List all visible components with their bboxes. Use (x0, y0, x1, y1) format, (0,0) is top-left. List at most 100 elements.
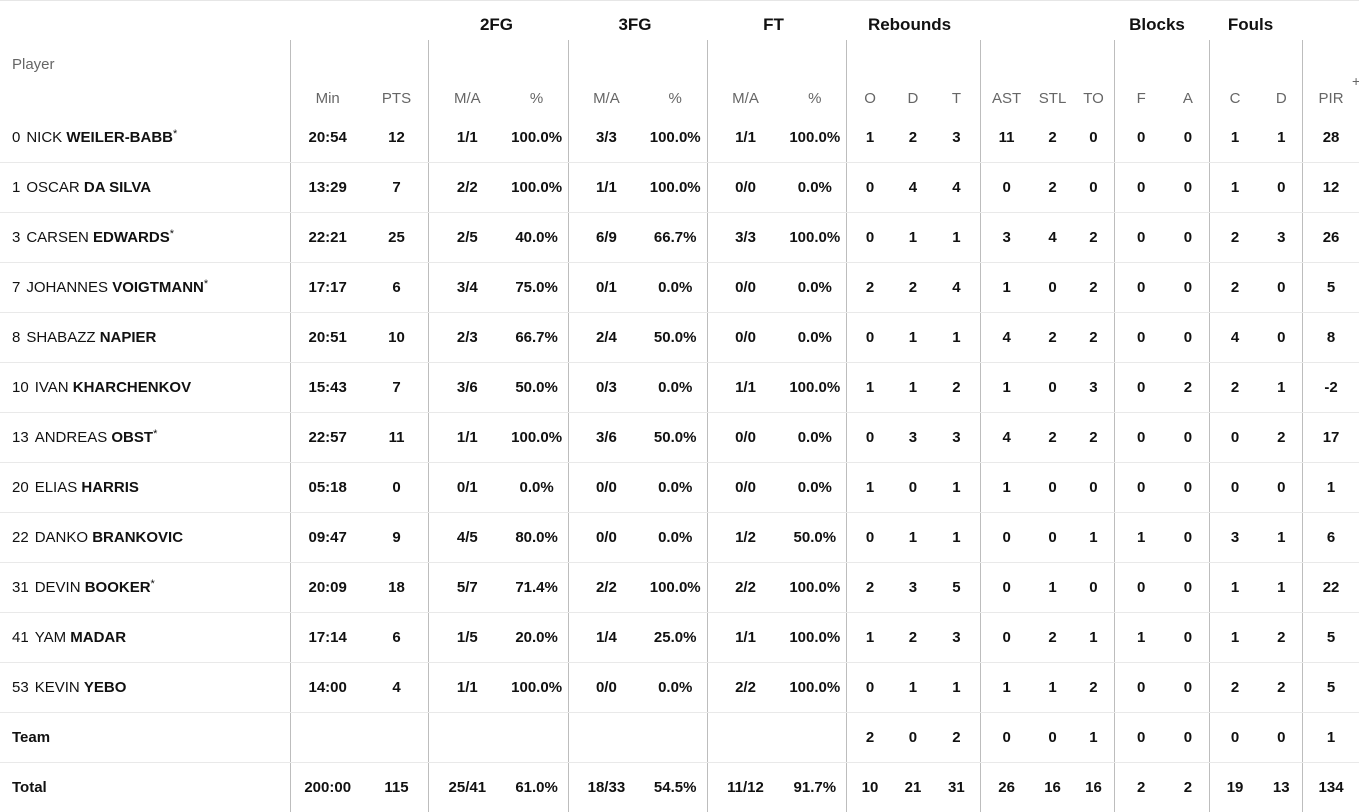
stat-reb-t: 1 (933, 463, 980, 513)
stat-pts: 11 (365, 413, 429, 463)
stat-ft-pct: 100.0% (783, 613, 846, 663)
player-last-name: HARRIS (81, 479, 139, 496)
stat-min: 09:47 (290, 513, 364, 563)
stat-blk-f: 0 (1115, 363, 1167, 413)
player-first-name: IVAN (35, 379, 69, 396)
player-last-name: OBST (111, 429, 153, 446)
player-first-name: ANDREAS (35, 429, 108, 446)
stat-blk-a: 0 (1167, 513, 1209, 563)
col-header-2fg-pct: % (505, 40, 568, 113)
starter-marker: * (153, 428, 157, 440)
stat-min: 17:14 (290, 613, 364, 663)
stat-ft-pct: 0.0% (783, 413, 846, 463)
player-cell: 1 OSCAR DA SILVA (0, 163, 290, 213)
stat-blk-a: 0 (1167, 613, 1209, 663)
col-header-pir: PIR (1303, 40, 1359, 113)
stat-reb-t: 2 (933, 363, 980, 413)
stat-stl: 1 (1032, 663, 1072, 713)
stat-fg3-ma: 0/0 (568, 463, 643, 513)
stat-foul-c: 2 (1209, 363, 1260, 413)
stat-reb-d: 2 (893, 263, 933, 313)
stat-ast: 0 (980, 163, 1032, 213)
stat-blk-f: 0 (1115, 163, 1167, 213)
stat-to: 0 (1073, 113, 1115, 163)
stat-ast: 1 (980, 463, 1032, 513)
stat-fg3-pct: 50.0% (644, 413, 707, 463)
stat-fg2-ma: 0/1 (429, 463, 505, 513)
jersey-number: 7 (12, 279, 20, 296)
stat-blk-f: 0 (1115, 663, 1167, 713)
stat-foul-d: 1 (1260, 513, 1302, 563)
col-header-foul-c: C (1209, 40, 1260, 113)
stat-stl: 1 (1032, 563, 1072, 613)
stat-ft-ma: 0/0 (707, 313, 783, 363)
col-header-stl: STL (1032, 40, 1072, 113)
stat-reb-o: 0 (847, 213, 893, 263)
stat-foul-c: 1 (1209, 113, 1260, 163)
stat-fg2-ma (429, 713, 505, 763)
player-last-name: WEILER-BABB (66, 129, 173, 146)
col-header-2fg-ma: M/A (429, 40, 505, 113)
stat-to: 2 (1073, 263, 1115, 313)
stat-ast: 11 (980, 113, 1032, 163)
stat-blk-a: 0 (1167, 213, 1209, 263)
stat-fg2-ma: 4/5 (429, 513, 505, 563)
jersey-number: 8 (12, 329, 20, 346)
stat-ft-pct: 100.0% (783, 563, 846, 613)
stat-fg3-ma: 6/9 (568, 213, 643, 263)
stat-pts: 0 (365, 463, 429, 513)
stat-fg3-ma (568, 713, 643, 763)
stat-ast: 1 (980, 663, 1032, 713)
stat-fg2-ma: 2/2 (429, 163, 505, 213)
stat-fg2-ma: 3/4 (429, 263, 505, 313)
stat-blk-f: 0 (1115, 113, 1167, 163)
stat-blk-a: 0 (1167, 463, 1209, 513)
stat-min: 20:09 (290, 563, 364, 613)
col-header-3fg-ma: M/A (568, 40, 643, 113)
stat-pir: 5 (1303, 263, 1359, 313)
stat-reb-t: 2 (933, 713, 980, 763)
stat-blk-a: 0 (1167, 563, 1209, 613)
col-header-ft-pct: % (783, 40, 846, 113)
col-header-plus: + (1352, 73, 1359, 89)
stat-reb-t: 1 (933, 313, 980, 363)
stat-pts: 12 (365, 113, 429, 163)
stat-ast: 0 (980, 613, 1032, 663)
stat-blk-f: 0 (1115, 313, 1167, 363)
col-header-to: TO (1073, 40, 1115, 113)
stat-reb-d: 1 (893, 213, 933, 263)
stat-ft-pct: 100.0% (783, 113, 846, 163)
stat-fg2-pct: 71.4% (505, 563, 568, 613)
stat-min: 200:00 (290, 763, 364, 812)
stat-reb-o: 1 (847, 363, 893, 413)
stat-to: 16 (1073, 763, 1115, 812)
col-header-reb-d: D (893, 40, 933, 113)
starter-marker: * (204, 278, 208, 290)
stat-ft-ma: 3/3 (707, 213, 783, 263)
stat-blk-f: 1 (1115, 513, 1167, 563)
player-first-name: OSCAR (26, 179, 79, 196)
stat-blk-f: 0 (1115, 463, 1167, 513)
stat-fg3-pct: 0.0% (644, 663, 707, 713)
stat-to: 3 (1073, 363, 1115, 413)
stat-reb-o: 0 (847, 413, 893, 463)
stat-fg2-ma: 25/41 (429, 763, 505, 812)
stat-ft-pct: 100.0% (783, 363, 846, 413)
jersey-number: 1 (12, 179, 20, 196)
stat-stl: 2 (1032, 413, 1072, 463)
player-last-name: DA SILVA (84, 179, 151, 196)
stat-reb-t: 1 (933, 663, 980, 713)
stat-foul-c: 2 (1209, 663, 1260, 713)
stat-fg3-ma: 0/1 (568, 263, 643, 313)
stat-min: 17:17 (290, 263, 364, 313)
stat-blk-f: 0 (1115, 263, 1167, 313)
jersey-number: 31 (12, 579, 29, 596)
stat-reb-t: 4 (933, 263, 980, 313)
stat-pts: 10 (365, 313, 429, 363)
